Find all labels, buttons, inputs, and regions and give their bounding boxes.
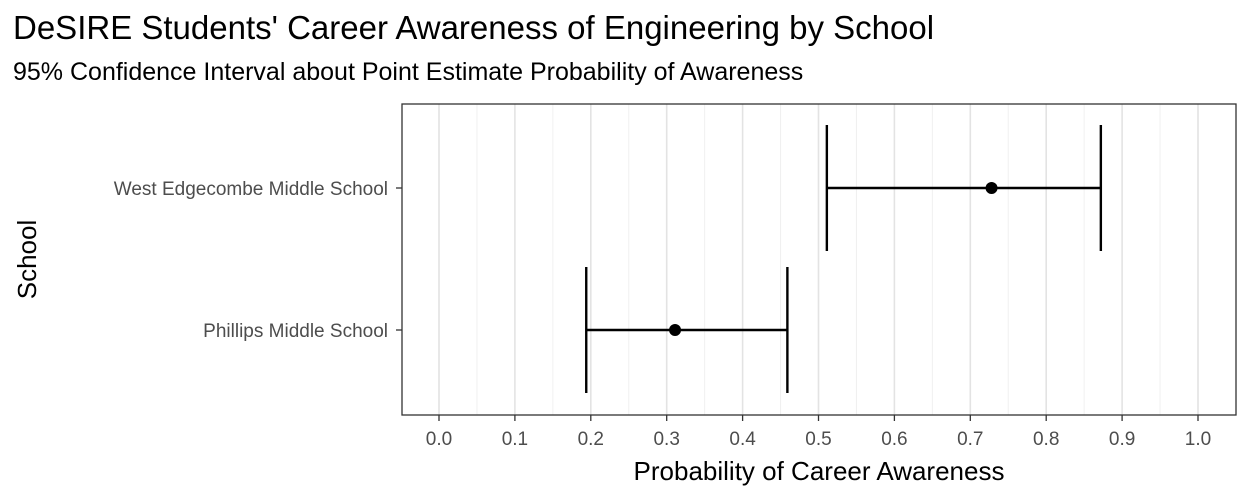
- x-tick-label: 0.7: [957, 429, 983, 450]
- chart-title: DeSIRE Students' Career Awareness of Eng…: [13, 9, 935, 46]
- x-tick-label: 0.9: [1109, 429, 1135, 450]
- x-tick-label: 0.5: [805, 429, 831, 450]
- x-tick-label: 0.1: [502, 429, 528, 450]
- error-bar-group: [825, 125, 1103, 251]
- y-tick-label: West Edgecombe Middle School: [114, 179, 388, 200]
- error-bar-group: [585, 267, 789, 393]
- chart-subtitle: 95% Confidence Interval about Point Esti…: [13, 58, 804, 86]
- x-tick-label: 0.0: [426, 429, 452, 450]
- x-tick-label: 0.4: [729, 429, 756, 450]
- x-axis: 0.0 0.1 0.2 0.3 0.4 0.5 0.6 0.7 0.8 0.9 1.0: [426, 415, 1211, 450]
- y-tick-label: Phillips Middle School: [203, 321, 388, 342]
- y-axis-title: School: [12, 220, 42, 300]
- grid-lines: [438, 104, 1199, 415]
- y-axis: West Edgecombe Middle School Phillips Mid…: [114, 179, 402, 342]
- x-tick-label: 0.2: [578, 429, 604, 450]
- x-tick-label: 0.8: [1033, 429, 1059, 450]
- x-axis-title: Probability of Career Awareness: [634, 456, 1005, 486]
- x-tick-label: 0.3: [653, 429, 679, 450]
- x-tick-label: 1.0: [1185, 429, 1211, 450]
- error-bar-series: [585, 125, 1103, 393]
- point-estimate: [985, 182, 998, 194]
- point-estimate: [669, 324, 682, 336]
- x-tick-label: 0.6: [881, 429, 907, 450]
